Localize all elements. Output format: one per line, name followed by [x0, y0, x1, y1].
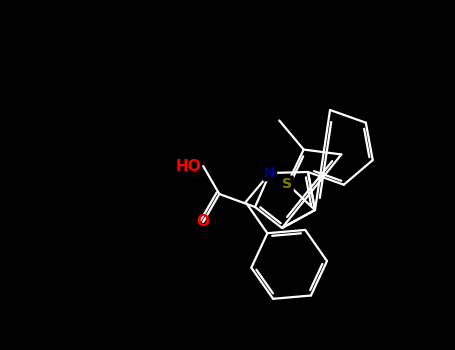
Text: N: N [264, 166, 276, 180]
Text: S: S [283, 177, 293, 191]
Text: O: O [197, 215, 210, 230]
Text: HO: HO [175, 159, 201, 174]
